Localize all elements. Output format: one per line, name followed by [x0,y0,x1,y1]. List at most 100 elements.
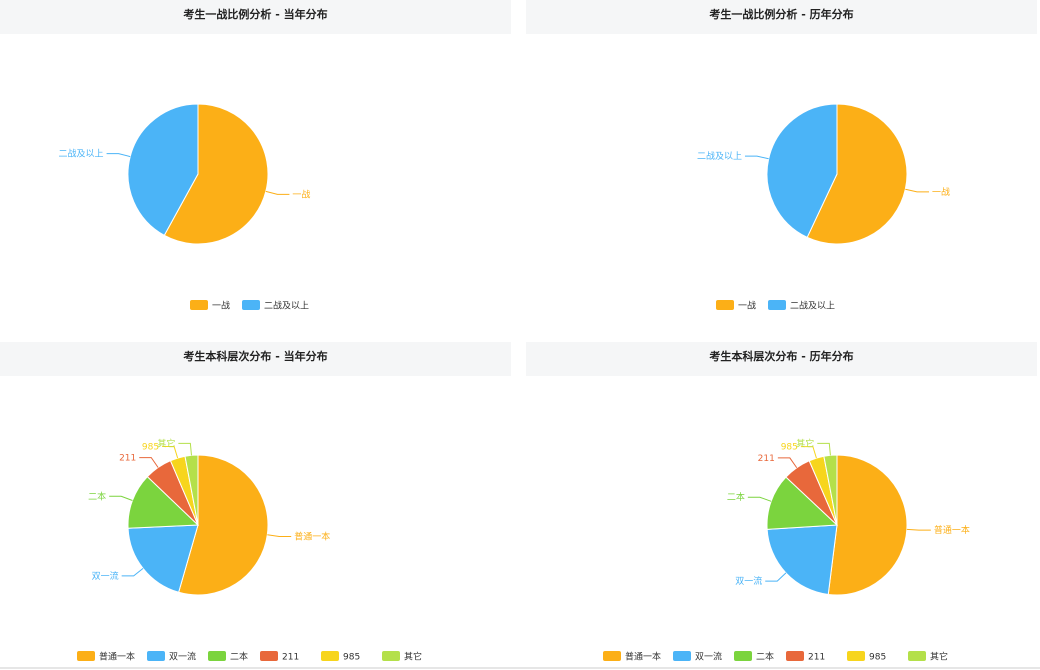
chart-header: 考生一战比例分析 - 历年分布 [526,0,1037,34]
leader-line [800,446,817,459]
slices [766,454,908,596]
slice-label: 二战及以上 [697,151,742,162]
leader-line [906,528,931,531]
slice-label: 二本 [727,491,745,503]
legend-swatch [716,300,734,310]
slice-label: 一战 [932,187,950,198]
leader-line [162,446,179,459]
legend-swatch [734,651,752,661]
slice-label: 其它 [796,437,814,449]
chart-header: 考生本科层次分布 - 当年分布 [0,342,511,376]
leader-line [139,457,159,468]
leader-line [109,495,133,501]
legend-swatch [908,651,926,661]
slice-label: 普通一本 [294,530,330,542]
chart-title: 考生本科层次分布 - 当年分布 [183,350,328,363]
legend-swatch [382,651,400,661]
slice-label: 其它 [157,437,175,449]
slice-label: 211 [758,454,775,464]
slice-label: 二本 [88,490,106,502]
slice-label: 985 [142,443,159,453]
legend-label: 一战 [212,301,230,312]
legend-label: 二本 [230,651,248,663]
slice-labels: 一战 二战及以上 [59,149,311,201]
legend-label: 985 [869,653,886,663]
chart-panel-1: 考生一战比例分析 - 当年分布 一战 二战及以上 一战 二战及以上 [0,0,511,328]
legend-label: 211 [808,653,825,663]
leader-line [121,568,144,577]
slice-labels: 一战 二战及以上 [697,151,950,198]
chart-title: 考生本科层次分布 - 历年分布 [709,350,854,363]
legend-swatch [77,651,95,661]
leader-line [178,442,192,456]
pie-slice [127,475,200,529]
pie-slice [127,524,199,593]
legend-label: 二本 [756,651,774,663]
slice-label: 二战及以上 [59,149,104,160]
legend-swatch [321,651,339,661]
legend-swatch [190,300,208,310]
chart-title: 考生一战比例分析 - 历年分布 [709,8,854,21]
legend-swatch [673,651,691,661]
slices [127,454,269,596]
legend-swatch [147,651,165,661]
pie-slice [163,103,269,245]
chart-panel-4: 考生本科层次分布 - 历年分布 普通一本 双一流 二本 211 985 其它 普通一本 双一流… [526,342,1037,670]
chart-title: 考生一战比例分析 - 当年分布 [183,8,328,21]
chart-panel-3: 考生本科层次分布 - 当年分布 普通一本 双一流 二本 211 985 其它 普通一本 双一流… [0,342,511,670]
legend-label: 985 [343,653,360,663]
slices [127,103,269,245]
legend-swatch [242,300,260,310]
slice-label: 985 [781,443,798,453]
leader-line [267,534,292,537]
pie-slice [766,476,839,530]
slice-label: 普通一本 [934,524,970,536]
legend-swatch [208,651,226,661]
leader-line [765,572,787,582]
chart-header: 考生一战比例分析 - 当年分布 [0,0,511,34]
pie-slice [127,103,199,237]
divider [0,667,1040,669]
leader-line [265,190,290,195]
pie-slice [806,103,908,245]
legend-label: 其它 [930,651,948,663]
chart-panel-2: 考生一战比例分析 - 历年分布 一战 二战及以上 一战 二战及以上 [526,0,1037,328]
leader-line [777,457,798,469]
pie-slice [178,454,269,596]
leader-line [744,155,769,160]
legend: 一战 二战及以上 [716,300,835,312]
legend-label: 二战及以上 [264,301,309,312]
legend: 普通一本 双一流 二本 211 985 其它 [603,651,948,663]
pie-slice [766,524,838,596]
legend-label: 211 [282,653,299,663]
legend: 一战 二战及以上 [190,300,309,312]
leader-line [817,442,831,456]
slice-label: 211 [119,454,136,464]
chart-header: 考生本科层次分布 - 历年分布 [526,342,1037,376]
legend-swatch [768,300,786,310]
leader-line [905,188,930,193]
leader-line [747,496,772,502]
slice-label: 一战 [292,189,310,200]
legend-label: 二战及以上 [790,301,835,312]
pie-slice [827,454,908,596]
legend-label: 普通一本 [99,651,135,663]
slice-label: 双一流 [735,575,762,587]
slice-label: 双一流 [92,570,119,582]
legend-label: 双一流 [695,651,722,663]
legend-label: 双一流 [169,651,196,663]
legend-label: 普通一本 [625,651,661,663]
legend-swatch [847,651,865,661]
pie-slice [823,454,838,526]
legend: 普通一本 双一流 二本 211 985 其它 [77,651,422,663]
legend-swatch [786,651,804,661]
pie-slice [184,454,199,526]
leader-line [106,153,131,158]
legend-label: 其它 [404,651,422,663]
